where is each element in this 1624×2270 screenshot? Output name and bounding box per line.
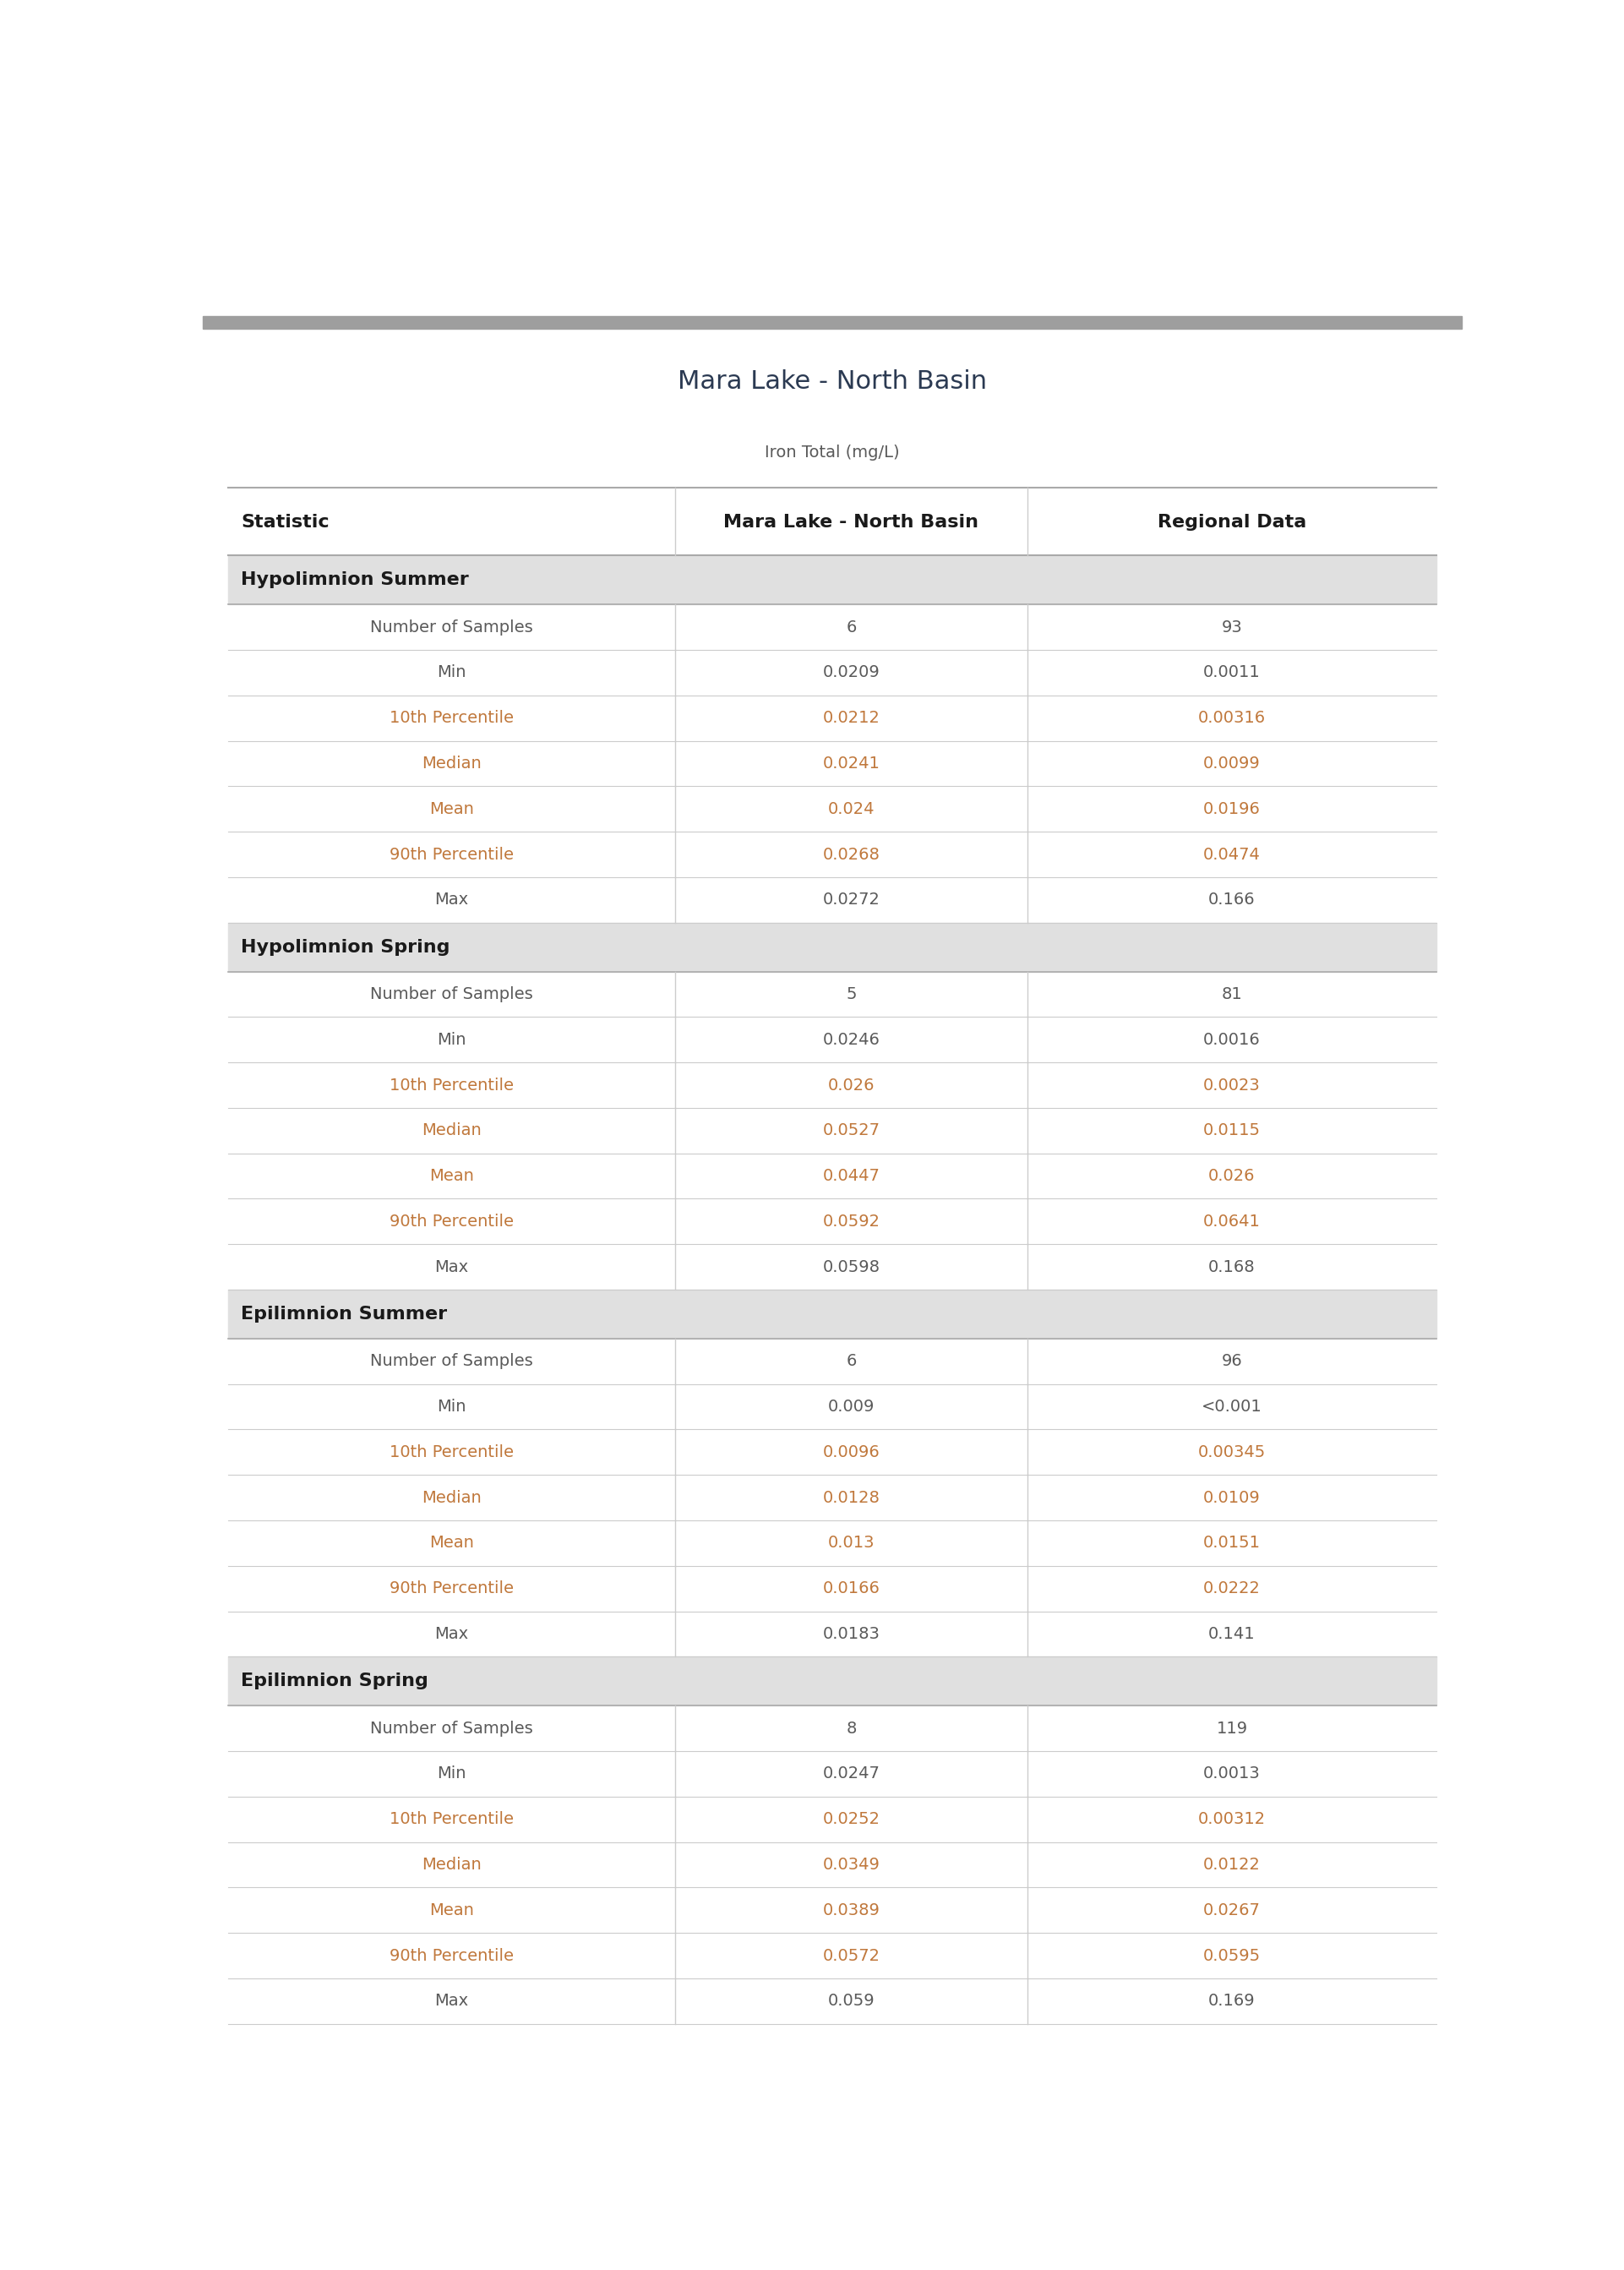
Text: 0.0151: 0.0151 [1203, 1535, 1260, 1550]
Text: 0.024: 0.024 [828, 801, 875, 817]
Text: 0.009: 0.009 [828, 1398, 875, 1414]
Text: 90th Percentile: 90th Percentile [390, 847, 513, 863]
Text: 93: 93 [1221, 620, 1242, 636]
Text: 0.0598: 0.0598 [822, 1260, 880, 1276]
Text: 0.0592: 0.0592 [822, 1214, 880, 1230]
Text: Min: Min [437, 1766, 466, 1782]
Text: Min: Min [437, 665, 466, 681]
Text: 0.0247: 0.0247 [822, 1766, 880, 1782]
Text: 0.0527: 0.0527 [822, 1124, 880, 1140]
Text: Max: Max [435, 1625, 469, 1641]
Text: 0.0109: 0.0109 [1203, 1489, 1260, 1505]
Text: 0.0272: 0.0272 [822, 892, 880, 908]
Text: Median: Median [422, 1124, 481, 1140]
Text: Min: Min [437, 1031, 466, 1049]
Text: Epilimnion Spring: Epilimnion Spring [240, 1673, 429, 1689]
Text: 0.0023: 0.0023 [1203, 1078, 1260, 1094]
Text: 8: 8 [846, 1721, 856, 1737]
Text: 0.0011: 0.0011 [1203, 665, 1260, 681]
Text: 0.0222: 0.0222 [1203, 1580, 1260, 1596]
Text: Regional Data: Regional Data [1158, 513, 1306, 531]
Text: Number of Samples: Number of Samples [370, 620, 533, 636]
Text: 0.0183: 0.0183 [822, 1625, 880, 1641]
Text: 0.0268: 0.0268 [822, 847, 880, 863]
Text: Statistic: Statistic [240, 513, 330, 531]
Text: Mean: Mean [429, 801, 474, 817]
Text: 0.0267: 0.0267 [1203, 1902, 1260, 1918]
Text: 0.026: 0.026 [1208, 1169, 1255, 1185]
Text: 0.0196: 0.0196 [1203, 801, 1260, 817]
Text: Median: Median [422, 1857, 481, 1873]
Text: Epilimnion Summer: Epilimnion Summer [240, 1305, 447, 1323]
Text: 0.0096: 0.0096 [823, 1444, 880, 1460]
Text: Mara Lake - North Basin: Mara Lake - North Basin [677, 370, 987, 395]
Text: Min: Min [437, 1398, 466, 1414]
Text: 5: 5 [846, 985, 856, 1003]
Text: Mean: Mean [429, 1535, 474, 1550]
Text: 0.0209: 0.0209 [823, 665, 880, 681]
Text: 0.026: 0.026 [828, 1078, 875, 1094]
Text: 81: 81 [1221, 985, 1242, 1003]
Text: <0.001: <0.001 [1202, 1398, 1262, 1414]
Text: 0.168: 0.168 [1208, 1260, 1255, 1276]
Text: 0.0241: 0.0241 [822, 756, 880, 772]
Text: 0.013: 0.013 [828, 1535, 875, 1550]
Text: Hypolimnion Spring: Hypolimnion Spring [240, 938, 450, 956]
Text: 0.0572: 0.0572 [822, 1948, 880, 1964]
Text: 10th Percentile: 10th Percentile [390, 1444, 513, 1460]
Text: Max: Max [435, 1993, 469, 2009]
Text: 0.0474: 0.0474 [1203, 847, 1260, 863]
Text: 119: 119 [1216, 1721, 1247, 1737]
Text: 0.0641: 0.0641 [1203, 1214, 1260, 1230]
Text: Max: Max [435, 892, 469, 908]
Text: Mean: Mean [429, 1902, 474, 1918]
Text: 0.141: 0.141 [1208, 1625, 1255, 1641]
Text: 6: 6 [846, 1353, 856, 1369]
Text: 0.0212: 0.0212 [822, 711, 880, 726]
Text: Number of Samples: Number of Samples [370, 985, 533, 1003]
Text: 10th Percentile: 10th Percentile [390, 1078, 513, 1094]
Bar [227, 1289, 1436, 1339]
Text: 0.169: 0.169 [1208, 1993, 1255, 2009]
Text: 0.0128: 0.0128 [822, 1489, 880, 1505]
Text: 10th Percentile: 10th Percentile [390, 711, 513, 726]
Text: 6: 6 [846, 620, 856, 636]
Text: 10th Percentile: 10th Percentile [390, 1811, 513, 1827]
Text: 90th Percentile: 90th Percentile [390, 1580, 513, 1596]
Text: Median: Median [422, 756, 481, 772]
Text: 0.0595: 0.0595 [1203, 1948, 1260, 1964]
Text: 0.00345: 0.00345 [1199, 1444, 1265, 1460]
Bar [227, 556, 1436, 604]
Text: 0.00312: 0.00312 [1199, 1811, 1265, 1827]
Text: Number of Samples: Number of Samples [370, 1721, 533, 1737]
Text: Max: Max [435, 1260, 469, 1276]
Text: 0.059: 0.059 [828, 1993, 875, 2009]
Text: 0.0447: 0.0447 [822, 1169, 880, 1185]
Text: 0.0122: 0.0122 [1203, 1857, 1260, 1873]
Text: 96: 96 [1221, 1353, 1242, 1369]
Text: 90th Percentile: 90th Percentile [390, 1948, 513, 1964]
Text: 0.0389: 0.0389 [822, 1902, 880, 1918]
Text: 0.166: 0.166 [1208, 892, 1255, 908]
Text: Number of Samples: Number of Samples [370, 1353, 533, 1369]
Text: 0.0115: 0.0115 [1203, 1124, 1260, 1140]
Text: Hypolimnion Summer: Hypolimnion Summer [240, 572, 469, 588]
Text: 0.0099: 0.0099 [1203, 756, 1260, 772]
Bar [227, 922, 1436, 972]
Text: 0.0349: 0.0349 [822, 1857, 880, 1873]
Text: 0.0016: 0.0016 [1203, 1031, 1260, 1049]
Bar [203, 316, 1462, 329]
Text: Mara Lake - North Basin: Mara Lake - North Basin [724, 513, 979, 531]
Text: 0.00316: 0.00316 [1199, 711, 1265, 726]
Text: 0.0166: 0.0166 [822, 1580, 880, 1596]
Text: 90th Percentile: 90th Percentile [390, 1214, 513, 1230]
Text: Median: Median [422, 1489, 481, 1505]
Text: Iron Total (mg/L): Iron Total (mg/L) [765, 445, 900, 461]
Bar [227, 1657, 1436, 1705]
Text: 0.0013: 0.0013 [1203, 1766, 1260, 1782]
Text: Mean: Mean [429, 1169, 474, 1185]
Text: 0.0252: 0.0252 [822, 1811, 880, 1827]
Text: 0.0246: 0.0246 [822, 1031, 880, 1049]
